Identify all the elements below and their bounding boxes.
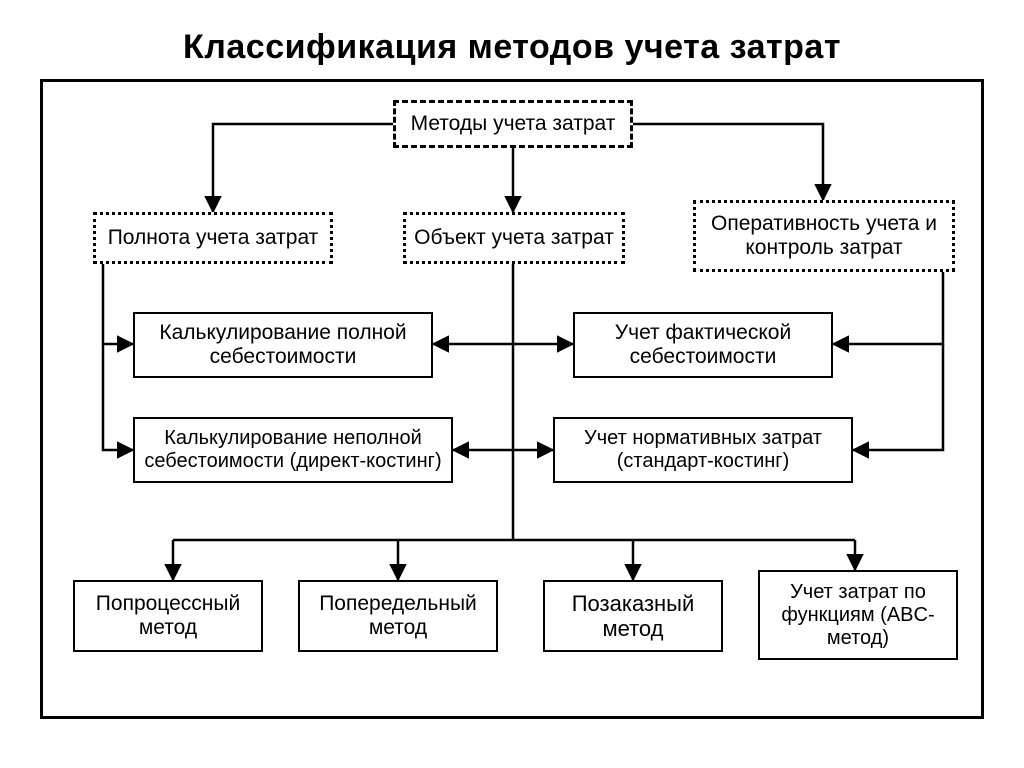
node-m3b: Учет нормативных затрат (стандарт-костин… bbox=[553, 417, 853, 483]
page-title: Классификация методов учета затрат bbox=[0, 0, 1024, 79]
edge-e1 bbox=[213, 124, 393, 212]
node-crit3: Оперативность учета и контроль затрат bbox=[693, 200, 955, 272]
node-root: Методы учета затрат bbox=[393, 100, 633, 148]
node-m2d: Учет затрат по функциям (ABC-метод) bbox=[758, 570, 958, 660]
node-m2c: Позаказный метод bbox=[543, 580, 723, 652]
node-m2b: Попередельный метод bbox=[298, 580, 498, 652]
node-crit1: Полнота учета затрат bbox=[93, 212, 333, 264]
edge-e5 bbox=[103, 344, 133, 450]
node-m1a: Калькулирование полной себестоимости bbox=[133, 312, 433, 378]
diagram-frame: Методы учета затрат Полнота учета затрат О… bbox=[40, 79, 984, 719]
node-m3a: Учет фактической себестоимости bbox=[573, 312, 833, 378]
node-crit2: Объект учета затрат bbox=[403, 212, 625, 264]
edge-e3 bbox=[633, 124, 823, 200]
node-m1b: Калькулирование неполной себестоимости (… bbox=[133, 417, 453, 483]
node-m2a: Попроцессный метод bbox=[73, 580, 263, 652]
edge-e7 bbox=[853, 344, 943, 450]
